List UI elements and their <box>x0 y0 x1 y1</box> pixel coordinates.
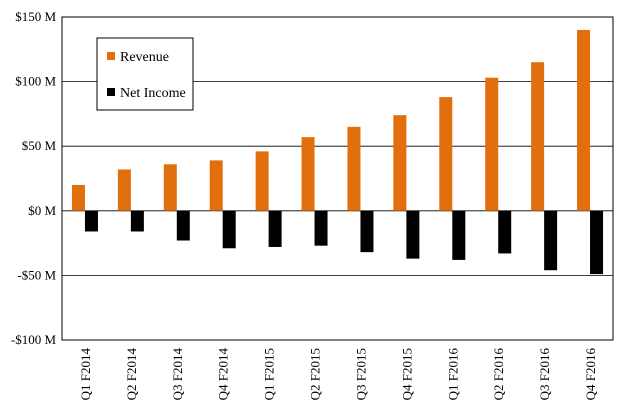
y-tick-label: -$100 M <box>11 332 57 347</box>
x-tick-label: Q1 F2014 <box>78 348 93 401</box>
legend-swatch-net-income <box>107 88 115 96</box>
net-income-bar <box>452 210 466 260</box>
y-tick-label: $0 M <box>28 203 56 218</box>
legend-label-net-income: Net Income <box>120 86 186 101</box>
y-tick-label: $100 M <box>15 74 56 89</box>
legend: Revenue Net Income <box>96 37 194 111</box>
net-income-bar <box>222 210 236 249</box>
x-tick-label: Q3 F2014 <box>170 348 185 401</box>
revenue-bar <box>439 97 453 211</box>
x-axis-labels: Q1 F2014 Q2 F2014 Q3 F2014 Q4 F2014 Q1 F2015… <box>78 348 598 401</box>
y-tick-label: $50 M <box>22 138 57 153</box>
revenue-bar <box>255 151 269 211</box>
revenue-bar <box>577 29 591 211</box>
x-tick-label: Q4 F2014 <box>216 348 231 401</box>
y-tick-label: $150 M <box>15 9 56 24</box>
revenue-bar <box>117 169 131 211</box>
net-income-bar <box>314 210 328 246</box>
bars <box>71 29 604 275</box>
x-tick-label: Q1 F2015 <box>262 348 277 400</box>
y-tick-label: -$50 M <box>17 267 56 282</box>
net-income-bar <box>268 210 282 247</box>
net-income-bar <box>406 210 420 259</box>
revenue-bar <box>485 77 499 211</box>
net-income-bar <box>84 210 98 232</box>
net-income-bar <box>544 210 558 271</box>
x-tick-label: Q1 F2016 <box>445 348 460 401</box>
x-tick-label: Q3 F2015 <box>353 348 368 400</box>
revenue-bar <box>71 184 85 211</box>
legend-label-revenue: Revenue <box>120 50 169 65</box>
revenue-bar <box>301 137 315 211</box>
legend-box <box>96 37 194 111</box>
revenue-bar <box>393 115 407 211</box>
net-income-bar <box>176 210 190 241</box>
net-income-bar <box>360 210 374 253</box>
revenue-bar <box>347 126 361 211</box>
revenue-bar <box>163 164 177 211</box>
x-tick-label: Q4 F2016 <box>583 348 598 401</box>
plot-area-border <box>61 16 614 341</box>
x-tick-label: Q4 F2015 <box>399 348 414 400</box>
revenue-bar <box>209 160 223 211</box>
revenue-bar <box>531 62 545 211</box>
x-tick-label: Q2 F2016 <box>491 348 506 401</box>
y-axis-labels: $150 M $100 M $50 M $0 M -$50 M -$100 M <box>11 9 57 347</box>
x-tick-label: Q2 F2015 <box>308 348 323 400</box>
x-tick-label: Q3 F2016 <box>537 348 552 401</box>
net-income-bar <box>590 210 604 275</box>
net-income-bar <box>130 210 144 232</box>
x-tick-label: Q2 F2014 <box>124 348 139 401</box>
net-income-bar <box>498 210 512 254</box>
legend-swatch-revenue <box>107 52 115 60</box>
